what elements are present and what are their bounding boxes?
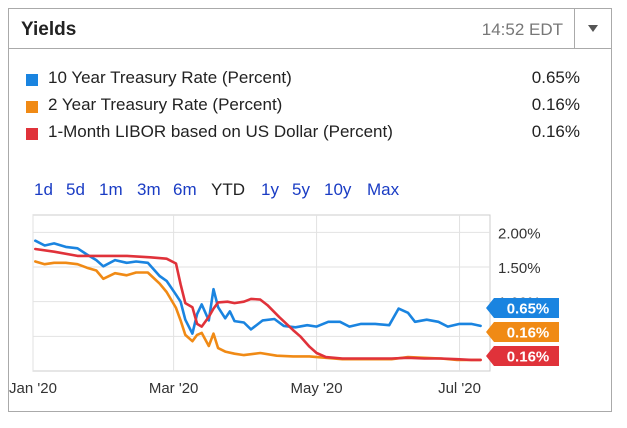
widget-header: Yields 14:52 EDT (9, 9, 611, 49)
end-value-tag (486, 298, 559, 318)
legend: 10 Year Treasury Rate (Percent) 0.65% 2 … (22, 68, 580, 149)
legend-item-2-year: 2 Year Treasury Rate (Percent) 0.16% (22, 95, 580, 122)
range-1d[interactable]: 1d (34, 180, 53, 199)
range-5d[interactable]: 5d (66, 180, 85, 199)
legend-value: 0.16% (531, 95, 580, 114)
legend-value: 0.65% (531, 68, 580, 87)
range-1m[interactable]: 1m (99, 180, 123, 199)
range-6m[interactable]: 6m (173, 180, 197, 199)
legend-swatch (26, 128, 38, 140)
legend-item-10-year: 10 Year Treasury Rate (Percent) 0.65% (22, 68, 580, 95)
series-line (33, 247, 482, 362)
end-value-label: 0.16% (507, 349, 550, 366)
range-3m[interactable]: 3m (137, 180, 161, 199)
end-value-tag (486, 346, 559, 366)
x-tick-label: Mar '20 (149, 380, 199, 397)
y-tick-label: 2.00% (498, 225, 541, 242)
range-max[interactable]: Max (367, 180, 400, 199)
legend-swatch (26, 74, 38, 86)
range-5y[interactable]: 5y (292, 180, 310, 199)
legend-label: 10 Year Treasury Rate (Percent) (48, 68, 292, 87)
series-line (33, 239, 482, 335)
x-tick-label: May '20 (291, 380, 343, 397)
range-1y[interactable]: 1y (261, 180, 279, 199)
chevron-down-icon (588, 25, 598, 32)
legend-label: 2 Year Treasury Rate (Percent) (48, 95, 283, 114)
legend-swatch (26, 101, 38, 113)
range-10y[interactable]: 10y (324, 180, 352, 199)
x-tick-label: Jul '20 (438, 380, 481, 397)
legend-value: 0.16% (531, 122, 580, 141)
legend-item-libor: 1-Month LIBOR based on US Dollar (Percen… (22, 122, 580, 149)
widget-title: Yields (21, 19, 77, 40)
end-value-tag (486, 322, 559, 342)
end-value-label: 0.65% (507, 301, 550, 318)
end-value-label: 0.16% (507, 325, 550, 342)
legend-label: 1-Month LIBOR based on US Dollar (Percen… (48, 122, 393, 141)
range-ytd[interactable]: YTD (211, 180, 245, 199)
menu-dropdown-button[interactable] (574, 9, 611, 48)
y-tick-label: 1.50% (498, 260, 541, 277)
timestamp: 14:52 EDT (481, 20, 563, 39)
x-tick-label: Jan '20 (9, 380, 57, 397)
plot-area (32, 214, 491, 372)
